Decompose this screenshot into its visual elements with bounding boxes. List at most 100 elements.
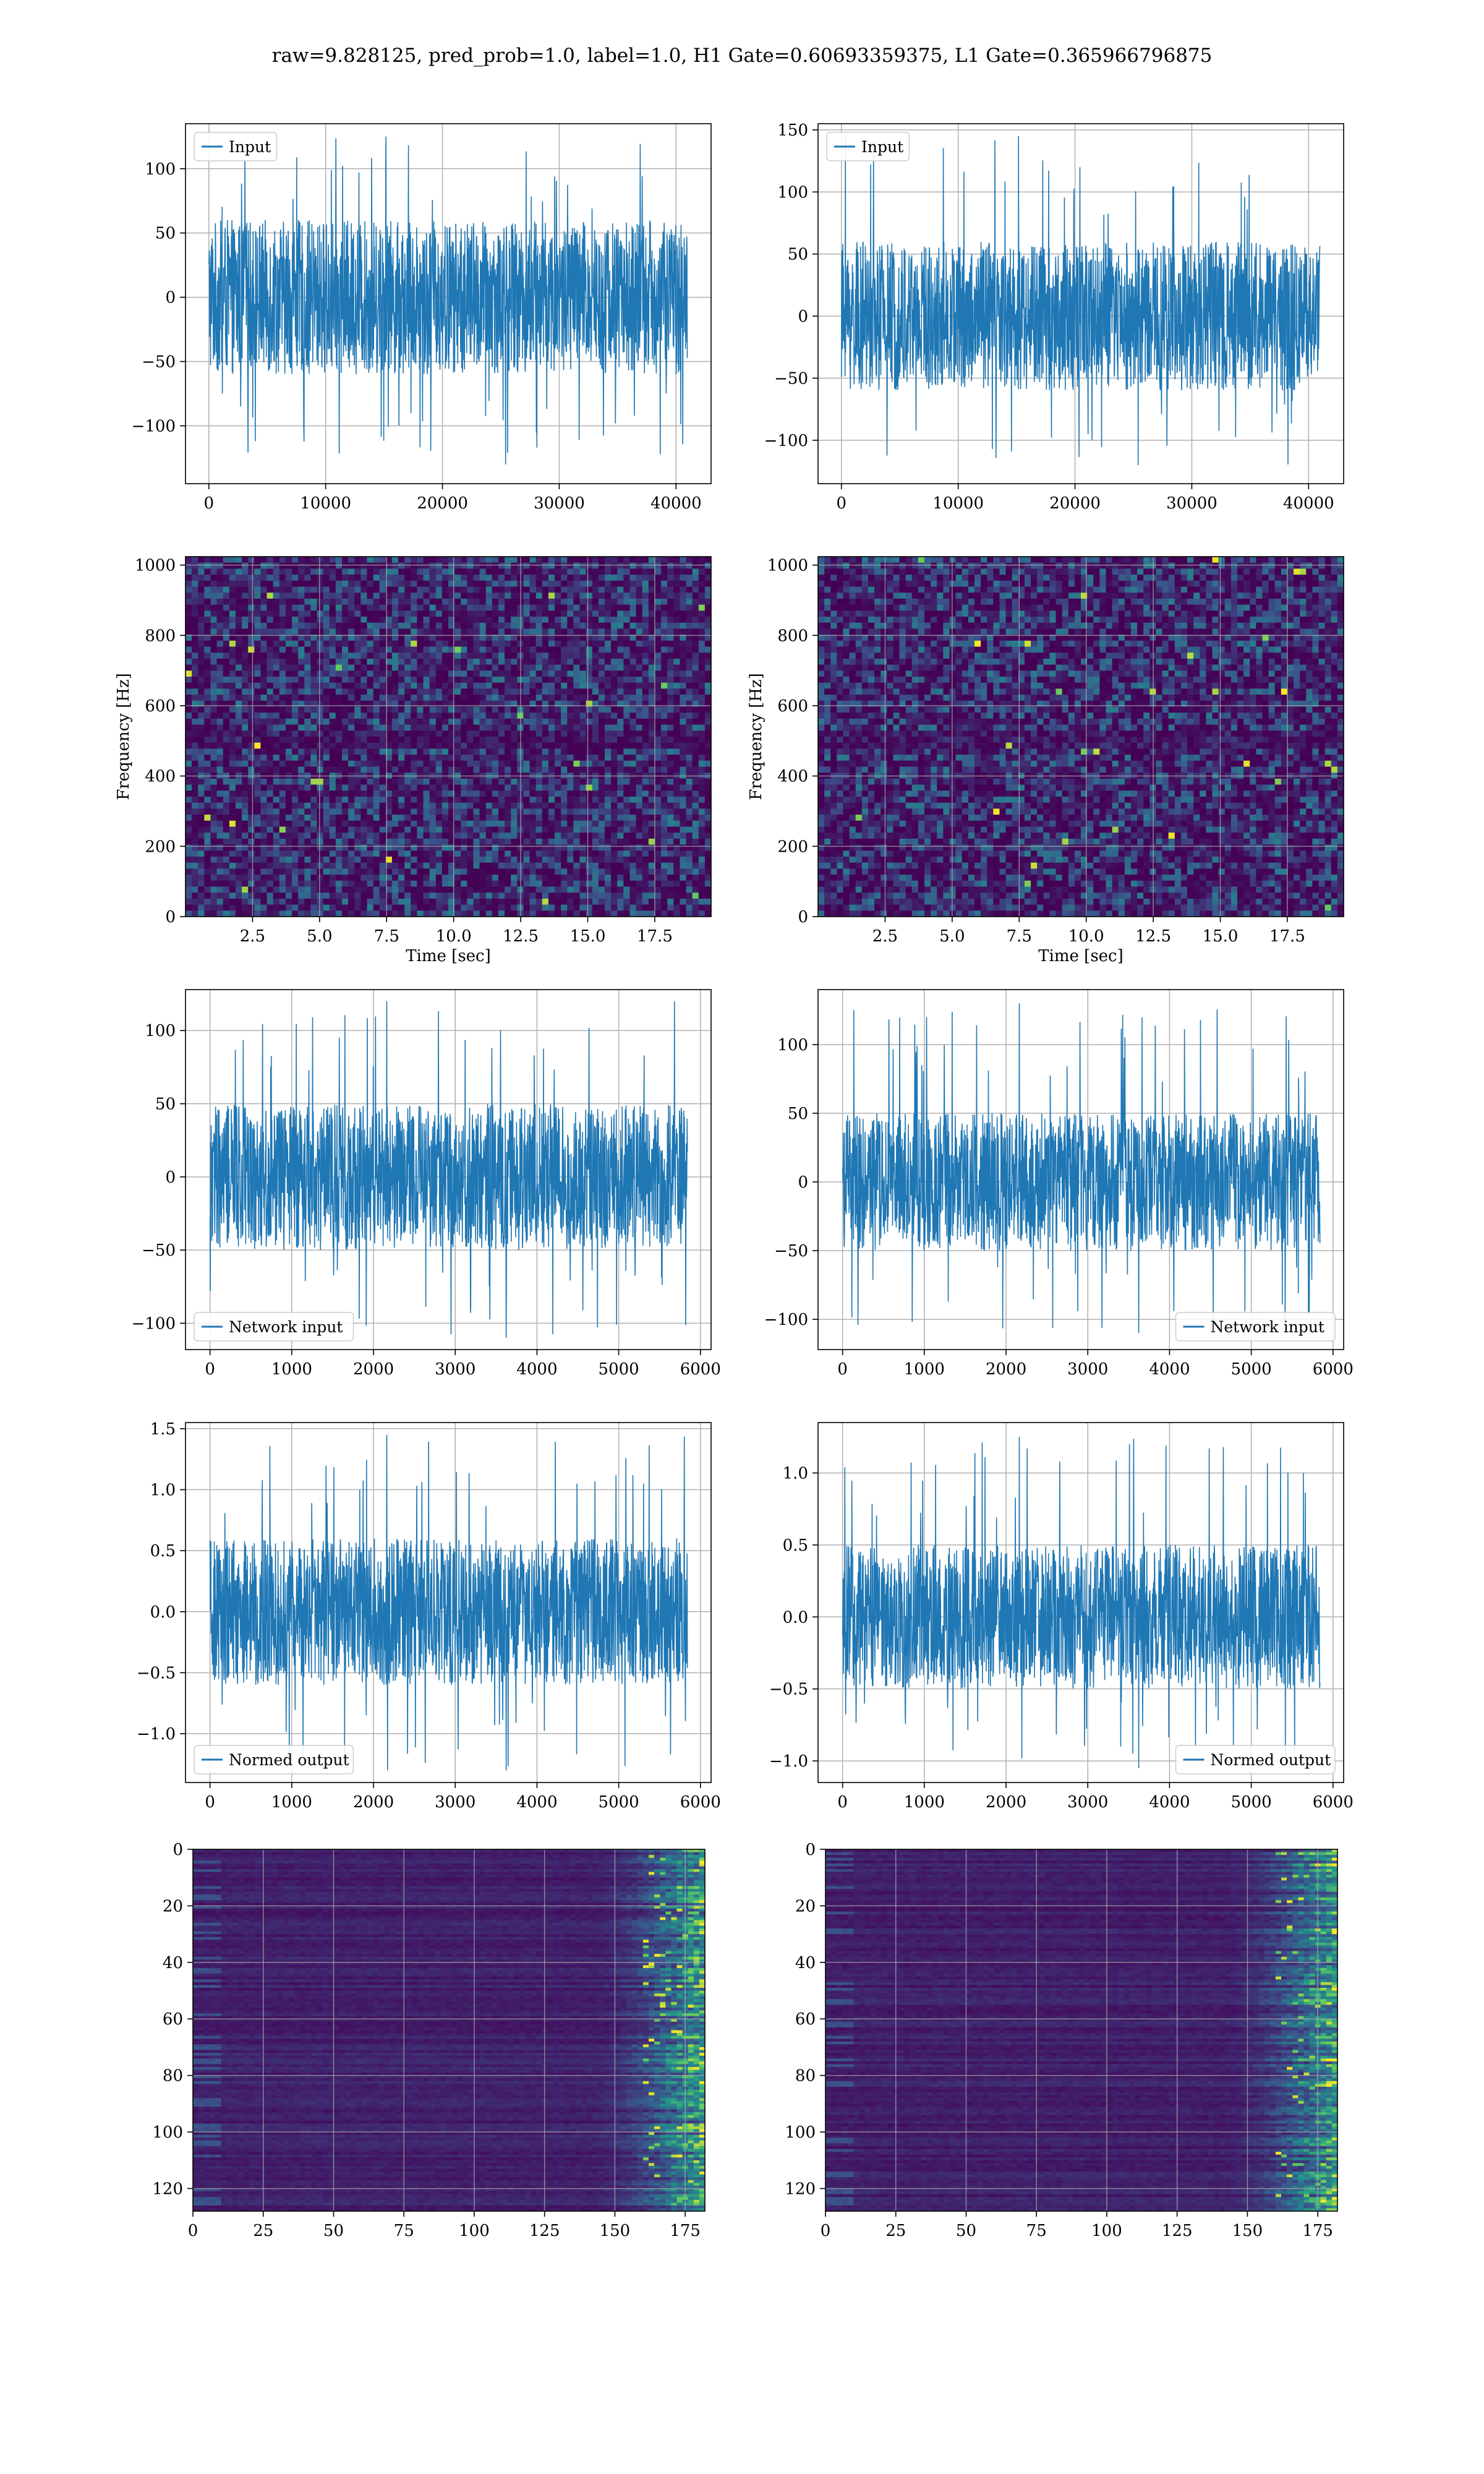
y-tick-label: 20 [163, 1897, 183, 1915]
legend-box [194, 132, 278, 161]
x-tick-label: 6000 [1313, 1793, 1354, 1812]
y-tick-label: 20 [795, 1897, 816, 1915]
panel-row2-right: 2.5 5.0 7.5 10.0 12.5 15.0 17.5 0 200 400 600 800 10… [747, 556, 1344, 965]
x-tick-label: 2000 [353, 1793, 394, 1812]
x-tick-label: 0 [837, 1793, 848, 1812]
y-tick-label: 150 [777, 121, 808, 140]
axes-frame [817, 556, 1344, 917]
x-tick-label: 4000 [516, 1793, 557, 1812]
x-tick-label: 1000 [904, 1360, 945, 1379]
x-tick-label: 0 [204, 494, 215, 513]
y-tick-label: 40 [163, 1954, 183, 1972]
heatmap-image [186, 557, 711, 917]
x-tick-label: 5000 [599, 1360, 639, 1379]
x-tick-label: 3000 [1067, 1360, 1108, 1379]
legend: Normed output [194, 1745, 354, 1774]
x-tick-label: 0 [205, 1360, 215, 1379]
x-tick-label: 75 [1026, 2222, 1047, 2240]
x-tick-label: 5000 [1231, 1793, 1272, 1812]
x-tick-label: 100 [459, 2222, 490, 2240]
x-tick-label: 10000 [300, 494, 351, 513]
y-tick-label: 800 [145, 627, 176, 645]
y-tick-label: 200 [145, 837, 176, 856]
y-tick-label: 0 [805, 1841, 816, 1859]
y-axis-label: Frequency [Hz] [114, 673, 133, 800]
y-tick-label: −100 [132, 417, 176, 435]
x-tick-label: 40000 [650, 494, 702, 513]
y-tick-label: 400 [777, 768, 808, 786]
y-tick-label: −50 [774, 369, 808, 388]
axes-frame [825, 1849, 1338, 2212]
legend-label: Normed output [229, 1751, 349, 1769]
y-tick-label: 0.0 [150, 1603, 176, 1622]
legend: Network input [194, 1312, 354, 1342]
legend-label: Network input [1211, 1318, 1324, 1336]
y-tick-label: 0 [165, 1168, 176, 1187]
x-tick-label: 40000 [1283, 494, 1334, 513]
x-tick-label: 175 [1302, 2222, 1333, 2240]
x-tick-label: 5000 [1231, 1360, 1272, 1379]
y-tick-label: 80 [163, 2067, 183, 2086]
series-line [842, 1437, 1321, 1768]
x-tick-label: 17.5 [637, 927, 673, 946]
y-tick-label: 0 [165, 289, 176, 307]
legend: Normed output [1175, 1745, 1336, 1774]
x-tick-label: 2000 [986, 1793, 1026, 1812]
legend-label: Normed output [1211, 1751, 1331, 1769]
axes-frame [817, 989, 1344, 1350]
y-tick-label: −0.5 [137, 1664, 176, 1682]
y-tick-label: 800 [777, 627, 808, 645]
y-tick-label: 0.0 [783, 1608, 808, 1627]
x-tick-label: 15.0 [1203, 927, 1239, 946]
y-tick-label: 0 [798, 307, 808, 326]
y-axis-label: Frequency [Hz] [747, 673, 765, 800]
axes-frame [817, 123, 1344, 484]
y-tick-label: 120 [152, 2180, 183, 2198]
x-tick-label: 100 [1091, 2222, 1122, 2240]
y-tick-label: 0.5 [150, 1542, 176, 1560]
x-tick-label: 0 [837, 1360, 848, 1379]
legend: Input [826, 132, 910, 161]
axes-frame [185, 123, 712, 484]
y-tick-label: 1.0 [150, 1481, 176, 1500]
panel-row4-left: 0 1000 2000 3000 4000 5000 6000 −1.0 −0.5 0.0 0.5 1… [137, 1420, 721, 1812]
heatmap-image [818, 557, 1344, 917]
y-tick-label: −50 [774, 1242, 808, 1261]
y-tick-label: 50 [155, 225, 176, 243]
panel-row3-right: 0 1000 2000 3000 4000 5000 6000 −100 −50 0 50 100 Ne… [764, 989, 1354, 1379]
y-tick-label: −50 [142, 353, 176, 372]
y-tick-label: −0.5 [769, 1680, 808, 1699]
panel-row5-right: 0 25 50 75 100 125 150 175 0 20 40 60 80 100 120 [785, 1841, 1338, 2240]
x-tick-label: 1000 [271, 1360, 312, 1379]
series-line [842, 1003, 1321, 1333]
panel-row3-left: 0 1000 2000 3000 4000 5000 6000 −100 −50 0 50 100 Ne… [132, 989, 721, 1379]
x-tick-label: 17.5 [1269, 927, 1305, 946]
x-tick-label: 6000 [680, 1793, 721, 1812]
axes-frame [192, 1849, 706, 2212]
legend-label: Network input [229, 1318, 343, 1336]
x-tick-label: 50 [956, 2222, 976, 2240]
y-tick-label: 0 [798, 1173, 808, 1192]
y-tick-label: 120 [785, 2180, 816, 2198]
x-tick-label: 6000 [680, 1360, 721, 1379]
legend-box [194, 1745, 354, 1774]
y-tick-label: −100 [764, 432, 808, 450]
x-tick-label: 12.5 [503, 927, 539, 946]
panel-row5-left: 0 25 50 75 100 125 150 175 0 20 40 60 80 100 120 [152, 1841, 706, 2240]
y-tick-label: 60 [163, 2010, 183, 2029]
y-tick-label: 100 [152, 2123, 183, 2142]
y-tick-label: 40 [795, 1954, 816, 1972]
y-tick-label: 100 [785, 2123, 816, 2142]
y-tick-label: 600 [145, 697, 176, 716]
x-tick-label: 1000 [271, 1793, 312, 1812]
x-tick-label: 25 [253, 2222, 273, 2240]
x-tick-label: 15.0 [570, 927, 606, 946]
y-tick-label: 50 [155, 1095, 176, 1114]
y-tick-label: −100 [132, 1314, 176, 1333]
legend-box [194, 1312, 354, 1342]
y-tick-label: 1.0 [783, 1464, 808, 1483]
y-tick-label: 0 [798, 908, 808, 927]
y-tick-label: 100 [777, 1036, 808, 1055]
x-tick-label: 75 [394, 2222, 414, 2240]
x-axis-label: Time [sec] [1038, 947, 1124, 965]
